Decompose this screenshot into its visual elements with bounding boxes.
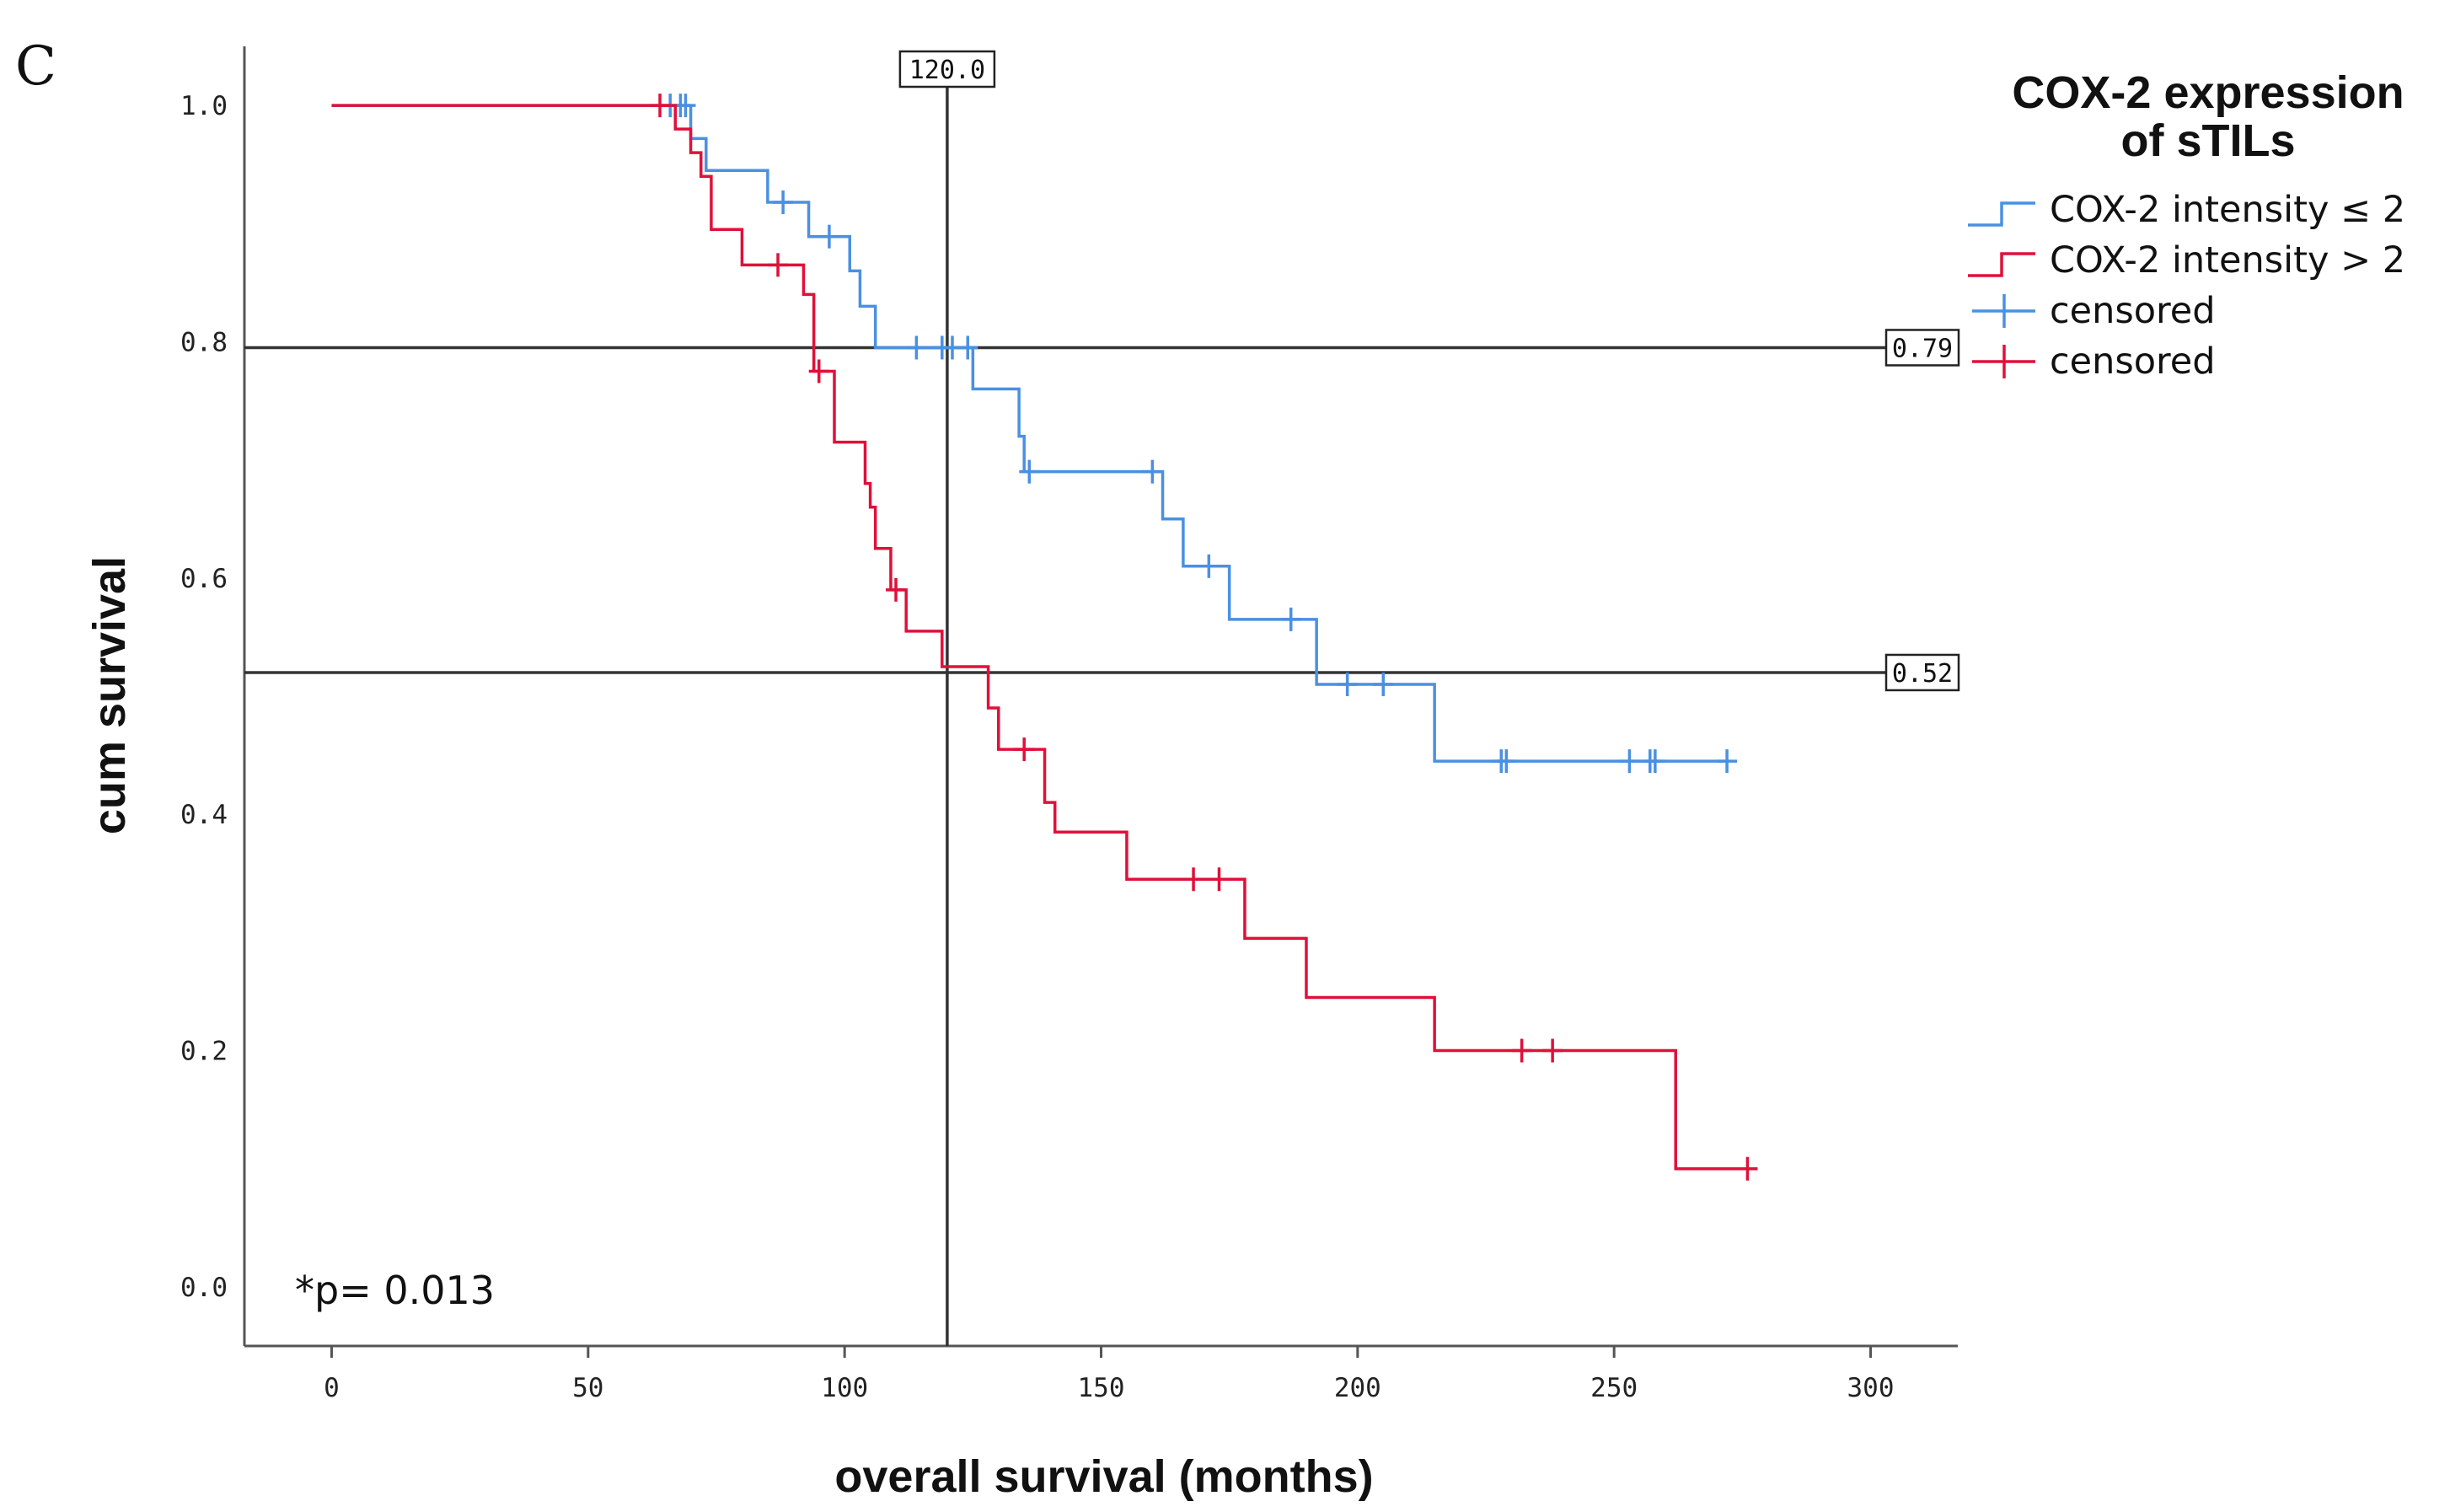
- censor-mark: [650, 94, 671, 118]
- y-tick-label: 0.0: [180, 1273, 228, 1303]
- reference-lines: 120.0 0.79 0.52: [244, 50, 1960, 1346]
- axes: 0 50 100 150 200 250 300 0.0 0.2 0.4 0.6 0.8 1.0: [180, 46, 1958, 1403]
- censor-mark: [1542, 1038, 1563, 1063]
- legend-symbol-censored-low: [1972, 294, 2035, 328]
- series-layer: [331, 94, 1758, 1181]
- censor-mark: [1019, 459, 1040, 484]
- x-axis-title: overall survival (months): [834, 1451, 1373, 1502]
- y-tick-label: 1.0: [180, 91, 228, 121]
- panel-label: C: [15, 35, 56, 98]
- censor-mark: [808, 359, 829, 383]
- censor-mark: [1511, 1038, 1532, 1063]
- x-tick-label: 50: [572, 1373, 603, 1403]
- censor-mark: [1717, 749, 1738, 774]
- censor-mark: [675, 94, 696, 118]
- censor-mark: [1198, 554, 1220, 578]
- legend-symbol-censored-high: [1972, 345, 2035, 378]
- legend-entry-label: censored: [2050, 340, 2216, 383]
- legend-title-line1: COX-2 expression: [2012, 67, 2404, 118]
- censor-mark: [1280, 607, 1301, 631]
- survival-curve: [331, 104, 1728, 763]
- censor-mark: [1014, 737, 1035, 762]
- legend-entry-label: COX-2 intensity > 2: [2050, 239, 2405, 281]
- censor-mark: [818, 224, 839, 249]
- legend-symbol-cox2-high: [1968, 252, 2035, 277]
- x-tick-label: 200: [1334, 1373, 1381, 1403]
- censor-mark: [1142, 459, 1163, 484]
- censor-mark: [886, 577, 907, 602]
- x-tick-label: 300: [1847, 1373, 1895, 1403]
- y-ticks: 0.0 0.2 0.4 0.6 0.8 1.0: [180, 91, 228, 1303]
- censor-mark: [1209, 867, 1230, 892]
- censor-mark: [957, 335, 978, 360]
- censor-mark: [1644, 749, 1665, 774]
- x-ticks: 0 50 100 150 200 250 300: [324, 1346, 1895, 1403]
- legend-entry-label: censored: [2050, 290, 2216, 332]
- censor-mark: [1737, 1156, 1758, 1181]
- y-tick-label: 0.8: [180, 327, 228, 357]
- horizontal-reference-label-box: [1884, 329, 1960, 367]
- y-tick-label: 0.2: [180, 1037, 228, 1067]
- legend-title-line2: of sTILs: [2120, 115, 2295, 166]
- legend-entries: COX-2 intensity ≤ 2 COX-2 intensity > 2 ce…: [1968, 189, 2405, 383]
- censor-mark: [1183, 867, 1204, 892]
- p-value-annotation: *p= 0.013: [295, 1268, 495, 1313]
- horizontal-reference-label: 0.52: [1892, 659, 1953, 689]
- censor-mark: [1373, 672, 1394, 696]
- censor-mark: [1496, 749, 1517, 774]
- x-tick-label: 150: [1078, 1373, 1125, 1403]
- vertical-reference-label: 120.0: [909, 56, 985, 85]
- censor-mark: [773, 190, 794, 215]
- survival-curve: [331, 104, 1748, 1171]
- y-axis-title: cum survival: [84, 556, 135, 834]
- vertical-reference-label-box: [898, 50, 996, 88]
- legend-entry-label: COX-2 intensity ≤ 2: [2050, 189, 2405, 231]
- x-tick-label: 0: [324, 1373, 340, 1403]
- series-cox2-high: [331, 94, 1758, 1181]
- censor-mark: [1337, 672, 1358, 696]
- censor-mark: [906, 335, 927, 360]
- censor-mark: [768, 253, 789, 277]
- horizontal-reference-label-box: [1884, 653, 1960, 692]
- legend-symbol-cox2-low: [1968, 201, 2035, 227]
- y-tick-label: 0.6: [180, 564, 228, 594]
- x-tick-label: 250: [1590, 1373, 1638, 1403]
- horizontal-reference-label: 0.79: [1892, 334, 1953, 363]
- x-tick-label: 100: [821, 1373, 868, 1403]
- legend: COX-2 expression of sTILs COX-2 intensit…: [1968, 67, 2405, 383]
- y-tick-label: 0.4: [180, 800, 228, 830]
- censor-mark: [1619, 749, 1640, 774]
- series-cox2-low: [331, 94, 1738, 774]
